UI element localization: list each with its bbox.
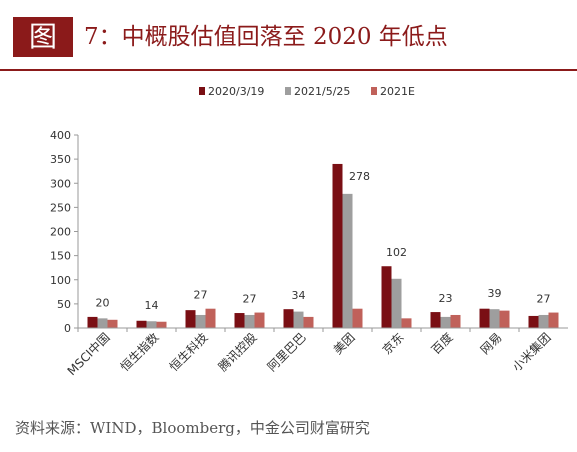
- data-label: 23: [439, 292, 453, 305]
- bar-1: [185, 310, 196, 328]
- x-tick-label: 小米集团: [509, 330, 554, 375]
- legend-label: 2020/3/19: [208, 85, 264, 98]
- bar-2: [97, 318, 108, 328]
- data-label: 278: [349, 170, 370, 183]
- x-tick-label: 恒生科技: [167, 330, 211, 374]
- figure-title: 7：中概股估值回落至 2020 年低点: [84, 24, 448, 50]
- legend-label: 2021/5/25: [294, 85, 350, 98]
- bar-2: [342, 193, 353, 328]
- figure-header: 图 7：中概股估值回落至 2020 年低点: [0, 0, 577, 72]
- legend-swatch: [371, 87, 377, 95]
- y-tick-label: 100: [50, 274, 71, 287]
- bar-2: [195, 314, 206, 328]
- header-divider: [0, 69, 577, 71]
- bar-1: [479, 308, 490, 328]
- data-label: 20: [96, 296, 110, 309]
- x-tick-label: 美团: [331, 330, 358, 357]
- data-label: 27: [243, 293, 257, 306]
- data-label: 27: [194, 289, 208, 302]
- bar-1: [381, 266, 392, 328]
- data-label: 14: [145, 299, 159, 312]
- bar-3: [254, 312, 265, 328]
- bar-3: [205, 308, 216, 328]
- bar-2: [146, 321, 157, 328]
- bar-2: [489, 309, 500, 328]
- figure-source: 资料来源：WIND，Bloomberg，中金公司财富研究: [15, 419, 370, 437]
- bar-1: [528, 315, 539, 328]
- x-tick-label: MSCI中国: [64, 330, 113, 379]
- bar-1: [234, 313, 245, 328]
- bar-1: [136, 320, 147, 328]
- legend-label: 2021E: [380, 85, 415, 98]
- data-label: 102: [386, 246, 407, 259]
- y-tick-label: 300: [50, 177, 71, 190]
- data-label: 39: [488, 287, 502, 300]
- x-tick-label: 京东: [380, 330, 407, 357]
- y-tick-label: 350: [50, 153, 71, 166]
- y-tick-label: 250: [50, 201, 71, 214]
- data-label: 27: [537, 293, 551, 306]
- legend-swatch: [285, 87, 291, 95]
- legend-swatch: [199, 87, 205, 95]
- bar-marks: [87, 163, 559, 328]
- bar-3: [548, 312, 559, 328]
- data-label: 34: [292, 289, 306, 302]
- bar-2: [538, 314, 549, 328]
- bar-2: [244, 314, 255, 328]
- chart-legend: 2020/3/19 2021/5/25 2021E: [199, 85, 415, 98]
- bar-1: [332, 163, 343, 328]
- bar-2: [440, 316, 451, 328]
- bar-1: [283, 309, 294, 328]
- y-tick-label: 0: [64, 322, 71, 335]
- bar-3: [352, 308, 363, 328]
- y-tick-label: 400: [50, 129, 71, 142]
- bar-2: [391, 278, 402, 328]
- data-labels: 20 14 27 27 34 278 102 23 39 27: [96, 170, 551, 312]
- bar-3: [499, 310, 510, 328]
- bar-1: [430, 312, 441, 328]
- figure-badge: 图: [13, 17, 73, 57]
- bar-2: [293, 311, 304, 328]
- bar-3: [156, 321, 167, 328]
- bar-3: [450, 314, 461, 328]
- bar-3: [107, 319, 118, 328]
- x-tick-label: 网易: [478, 330, 505, 357]
- y-tick-label: 200: [50, 226, 71, 239]
- bar-chart: 2020/3/19 2021/5/25 2021E 0 50 100 150 200 250 3…: [50, 85, 568, 379]
- x-tick-label: 腾讯控股: [215, 330, 260, 375]
- bar-3: [401, 318, 412, 328]
- x-tick-label: 阿里巴巴: [265, 330, 309, 374]
- y-axis: 0 50 100 150 200 250 300 350 400: [50, 129, 79, 335]
- x-tick-label: 百度: [428, 330, 456, 358]
- x-tick-label: 恒生指数: [117, 330, 162, 375]
- bar-3: [303, 316, 314, 328]
- y-tick-label: 50: [57, 298, 71, 311]
- bar-1: [87, 316, 98, 328]
- x-axis: MSCI中国 恒生指数 恒生科技 腾讯控股 阿里巴巴 美团 京东 百度 网易 小米集团: [64, 327, 568, 379]
- y-tick-label: 150: [50, 250, 71, 263]
